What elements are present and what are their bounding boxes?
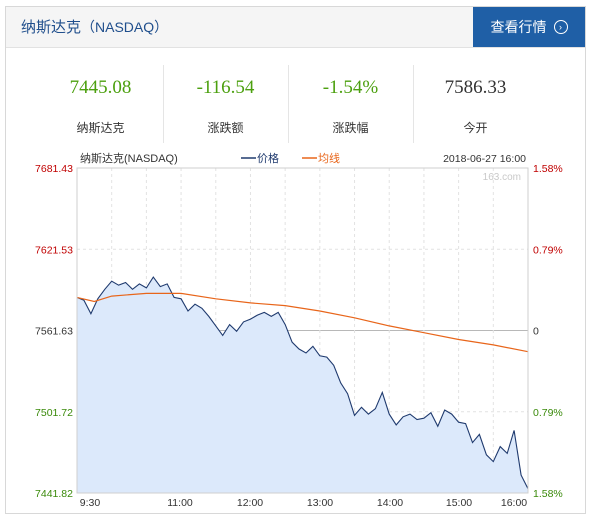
stat-value: 7445.08 (69, 77, 132, 98)
stat-label: 纳斯达克 (76, 121, 125, 135)
y-tick-left: 7681.43 (35, 163, 73, 175)
y-tick-right: 0 (533, 326, 539, 338)
chevron-right-circle-icon: › (553, 20, 568, 34)
stat-value: -1.54% (322, 77, 379, 98)
stat-label: 涨跌额 (207, 121, 244, 135)
y-tick-left: 7561.63 (35, 326, 73, 338)
chart-title: 纳斯达克(NASDAQ) (80, 152, 178, 165)
view-quotes-button[interactable]: 查看行情 › (473, 7, 585, 47)
x-tick: 13:00 (307, 497, 333, 509)
x-tick: 12:00 (237, 497, 263, 509)
x-tick: 14:00 (377, 497, 403, 509)
stat-change-percent: -1.54% 涨跌幅 (288, 65, 414, 143)
stat-value: 7586.33 (444, 77, 507, 98)
index-code: （NASDAQ） (81, 19, 169, 35)
stat-label: 今开 (463, 121, 488, 135)
x-tick: 16:00 (501, 497, 527, 509)
plot-border (76, 167, 529, 494)
y-tick-right: 0.79% (533, 407, 563, 419)
stat-last-price: 7445.08 纳斯达克 (38, 65, 164, 143)
y-tick-left: 7501.72 (35, 407, 73, 419)
legend-label: 均线 (318, 151, 340, 165)
chart-date: 2018-06-27 16:00 (443, 153, 526, 165)
average-line (76, 292, 529, 353)
view-quotes-label: 查看行情 (490, 19, 547, 35)
price-area (77, 277, 528, 493)
stat-value: -116.54 (196, 77, 255, 98)
y-tick-left: 7621.53 (35, 244, 73, 256)
y-tick-right: 0.79% (533, 244, 563, 256)
index-name: 纳斯达克 (21, 19, 82, 36)
x-tick: 11:00 (167, 497, 193, 509)
panel-header: 纳斯达克（NASDAQ） 查看行情 › (6, 7, 585, 48)
y-tick-right: 1.58% (533, 163, 563, 175)
index-title[interactable]: 纳斯达克（NASDAQ） (21, 7, 168, 48)
watermark: 163.com (483, 172, 521, 183)
x-tick: 15:00 (446, 497, 472, 509)
stat-change: -116.54 涨跌额 (163, 65, 289, 143)
stat-label: 涨跌幅 (332, 121, 369, 135)
legend-label: 价格 (257, 151, 279, 165)
x-tick: 9:30 (80, 497, 101, 509)
y-tick-left: 7441.82 (35, 488, 73, 500)
stat-open: 7586.33 今开 (413, 65, 538, 143)
price-line (76, 276, 529, 489)
y-tick-right: 1.58% (533, 488, 563, 500)
stats-row: 7445.08 纳斯达克 -116.54 涨跌额 -1.54% 涨跌幅 7586… (6, 65, 585, 143)
